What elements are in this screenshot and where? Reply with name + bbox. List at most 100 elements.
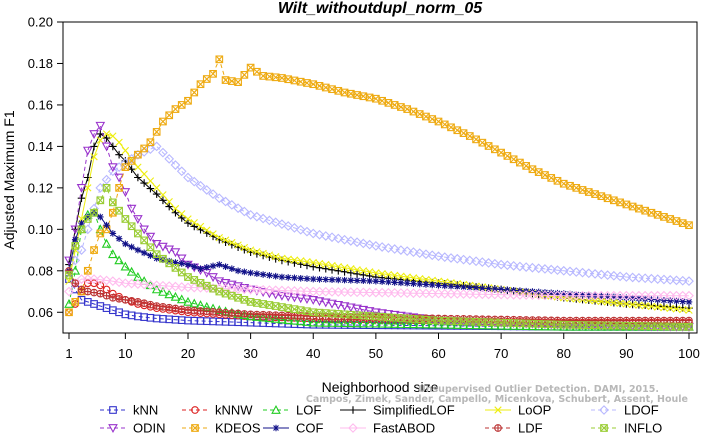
point-kdeos-69 (491, 145, 499, 154)
point-ldf-33 (265, 311, 274, 319)
point-lof-51 (377, 318, 387, 328)
point-cof-20 (184, 261, 192, 268)
point-odin-41 (314, 297, 325, 307)
point-fastabod-94 (646, 290, 657, 301)
point-fastabod-48 (358, 287, 369, 298)
legend-label-odin: ODIN (133, 421, 166, 434)
point-ldf-37 (290, 311, 299, 320)
legend-label-simplifiedlof: SimplifiedLOF (373, 403, 455, 418)
point-lof-41 (314, 317, 325, 327)
point-ldof-22 (195, 180, 206, 191)
point-loop-94 (647, 302, 656, 311)
point-ldof-55 (402, 246, 413, 256)
point-loop-35 (278, 254, 286, 263)
point-loop-85 (591, 297, 599, 305)
point-odin-13 (139, 225, 149, 235)
point-ldof-37 (289, 223, 300, 233)
point-loop-13 (140, 170, 148, 178)
point-ldf-14 (146, 300, 155, 309)
point-odin-5 (89, 130, 99, 140)
point-kdeos-81 (566, 181, 574, 190)
point-kdeos-61 (440, 120, 449, 129)
point-kdeos-26 (221, 76, 230, 84)
point-cof-44 (334, 276, 342, 284)
point-odin-27 (227, 280, 237, 290)
point-ldof-44 (333, 233, 344, 244)
point-cof-49 (366, 277, 373, 285)
point-loop-48 (359, 267, 368, 275)
point-lof-48 (358, 318, 369, 328)
point-cof-46 (347, 277, 355, 284)
legend-item-simplifiedlof: SimplifiedLOF (340, 403, 455, 418)
x-tick-label-50: 50 (369, 346, 383, 361)
point-fastabod-13 (139, 279, 150, 290)
legend-label-kdeos: KDEOS (215, 421, 261, 434)
point-ldof-60 (433, 251, 444, 262)
point-cof-17 (165, 257, 173, 265)
point-fastabod-95 (652, 290, 663, 301)
legend-marker-ldof (599, 405, 609, 415)
point-ldof-32 (258, 213, 269, 224)
legend-marker-knnw (191, 406, 199, 414)
point-fastabod-42 (320, 286, 331, 297)
point-kdeos-25 (215, 55, 224, 64)
point-lof-30 (245, 311, 256, 321)
point-ldof-58 (421, 249, 431, 260)
point-simplifiedlof-22 (196, 225, 205, 234)
point-ldof-41 (314, 229, 325, 240)
point-ldof-52 (383, 243, 394, 253)
point-kdeos-94 (647, 208, 656, 217)
point-lof-42 (320, 317, 331, 327)
point-fastabod-70 (496, 289, 506, 300)
point-loop-24 (209, 230, 217, 238)
point-loop-47 (353, 266, 361, 274)
point-fastabod-93 (640, 290, 651, 301)
point-kdeos-97 (666, 215, 675, 223)
point-ldof-19 (176, 166, 187, 177)
point-cof-47 (353, 277, 361, 284)
point-loop-14 (146, 177, 155, 185)
point-simplifiedlof-21 (190, 222, 199, 231)
point-kdeos-71 (503, 152, 512, 160)
point-kdeos-41 (315, 82, 324, 90)
point-ldof-49 (364, 239, 375, 250)
y-tick-label-1: 0.08 (28, 263, 53, 278)
legend-label-loop: LoOP (518, 403, 551, 418)
point-fastabod-61 (439, 288, 450, 299)
point-kdeos-89 (616, 198, 624, 207)
point-cof-82 (572, 291, 580, 298)
point-ldf-4 (83, 287, 92, 296)
point-ldof-97 (665, 275, 676, 285)
point-kdeos-2 (71, 298, 80, 306)
point-loop-43 (328, 261, 336, 270)
point-kdeos-65 (465, 132, 474, 140)
point-fastabod-7 (101, 275, 112, 286)
point-fastabod-53 (389, 288, 400, 298)
point-ldof-53 (389, 244, 400, 254)
point-cof-27 (228, 265, 236, 273)
point-inflo-84 (584, 321, 593, 329)
point-cof-69 (491, 285, 499, 293)
point-fastabod-82 (571, 290, 582, 301)
point-loop-38 (297, 257, 305, 265)
point-inflo-6 (96, 196, 105, 205)
point-kdeos-58 (422, 112, 430, 121)
point-kdeos-21 (190, 88, 199, 97)
point-ldof-8 (107, 166, 118, 177)
y-axis-label: Adjusted Maximum F1 (1, 110, 17, 249)
point-odin-36 (283, 292, 294, 302)
point-kdeos-82 (572, 184, 581, 192)
point-ldf-15 (152, 302, 161, 310)
point-inflo-19 (177, 268, 186, 277)
point-fastabod-37 (289, 286, 300, 296)
point-cof-12 (134, 246, 142, 254)
point-fastabod-43 (327, 286, 337, 297)
point-ldof-68 (483, 258, 494, 268)
series-ldof (64, 141, 694, 287)
point-fastabod-67 (477, 289, 488, 300)
point-cof-97 (666, 297, 674, 304)
point-lof-19 (176, 294, 187, 304)
point-lof-20 (183, 296, 193, 306)
point-ldof-100 (684, 276, 694, 287)
point-kdeos-6 (96, 229, 105, 238)
